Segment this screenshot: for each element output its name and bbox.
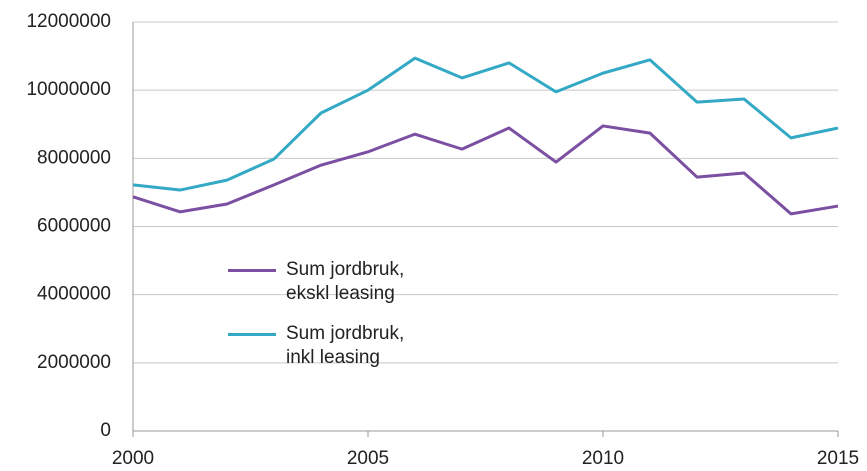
y-tick-label: 4000000 <box>37 284 111 305</box>
legend-swatch <box>228 269 276 272</box>
y-tick-label: 6000000 <box>37 216 111 237</box>
y-tick-label: 0 <box>100 420 111 441</box>
y-tick-label: 12000000 <box>26 11 111 32</box>
legend-label: Sum jordbruk, ekskl leasing <box>286 259 405 304</box>
x-tick-label: 2015 <box>817 448 859 469</box>
x-tick-label: 2010 <box>582 448 624 469</box>
y-tick-label: 2000000 <box>37 352 111 373</box>
legend-item: Sum jordbruk, ekskl leasing <box>228 258 428 306</box>
y-tick-label: 8000000 <box>37 147 111 168</box>
legend-swatch <box>228 333 276 336</box>
x-tick-label: 2000 <box>112 448 154 469</box>
legend-label: Sum jordbruk, inkl leasing <box>286 323 405 368</box>
y-tick-label: 10000000 <box>26 79 111 100</box>
legend-item: Sum jordbruk, inkl leasing <box>228 322 428 370</box>
x-tick-label: 2005 <box>347 448 389 469</box>
legend: Sum jordbruk, ekskl leasing Sum jordbruk,… <box>228 258 428 386</box>
series-line <box>132 56 839 192</box>
series-line <box>132 124 839 216</box>
